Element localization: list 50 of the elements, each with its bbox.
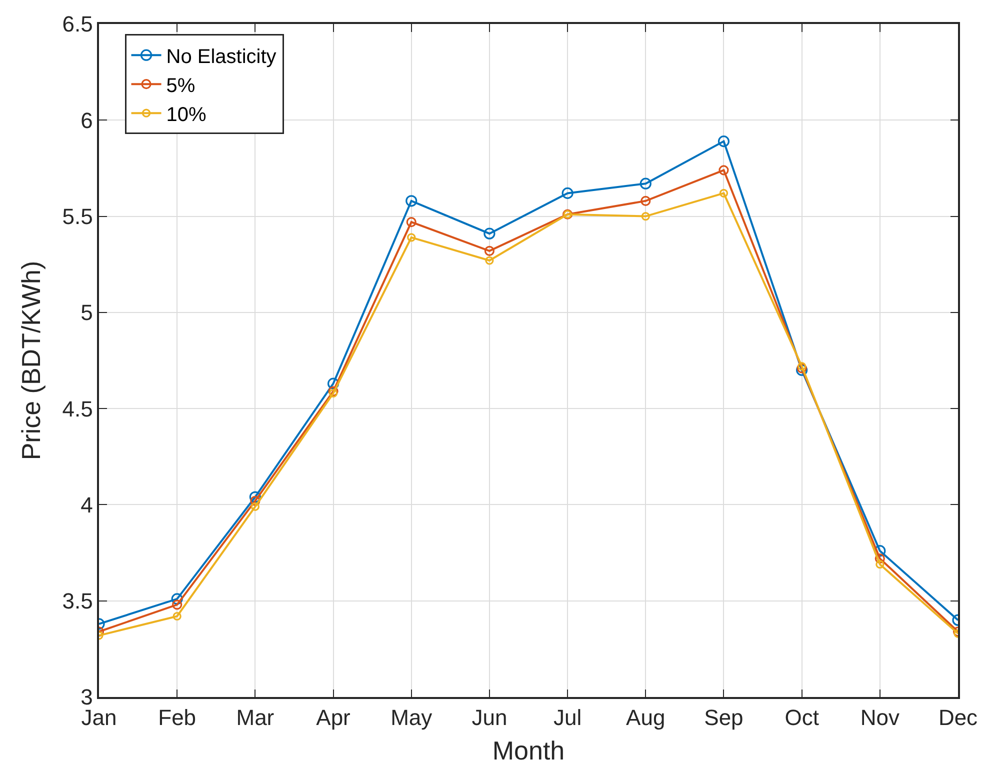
point [249, 491, 261, 503]
point [484, 246, 494, 256]
legend-label: 10% [166, 104, 207, 126]
point [406, 195, 418, 207]
point [485, 256, 494, 265]
point [641, 212, 650, 221]
point [327, 378, 340, 390]
x-tick-label: Feb [158, 705, 196, 730]
y-tick-label: 6 [80, 108, 93, 133]
point [172, 612, 182, 621]
point [874, 554, 885, 564]
point [250, 502, 260, 511]
x-tick-label: Nov [860, 705, 900, 730]
point [796, 364, 808, 376]
y-axis-title: Price (BDT/KWh) [16, 260, 46, 460]
y-tick-label: 3.5 [62, 588, 93, 614]
point [406, 217, 416, 228]
y-tick-label: 5 [80, 300, 93, 326]
point [718, 135, 730, 148]
point [171, 593, 183, 605]
x-tick-label: Jul [553, 705, 582, 730]
point [328, 386, 338, 396]
point [640, 178, 652, 190]
point [876, 560, 884, 569]
x-tick-label: Oct [784, 705, 819, 730]
x-axis-title: Month [492, 735, 565, 766]
point [250, 496, 260, 506]
y-tick-label: 4.5 [62, 396, 93, 422]
point [640, 196, 651, 206]
point [484, 228, 496, 240]
x-tick-label: Mar [236, 705, 274, 730]
x-tick-label: Sep [704, 705, 744, 730]
legend-label: 5% [166, 74, 196, 97]
x-tick-label: Apr [316, 705, 350, 730]
x-tick-label: Aug [626, 705, 666, 730]
point [796, 363, 807, 374]
point [798, 362, 806, 371]
y-tick-label: 4 [80, 492, 93, 518]
legend-label: No Elasticity [166, 46, 276, 68]
point [562, 187, 574, 200]
point [328, 388, 338, 398]
point [172, 600, 182, 610]
y-tick-label: 6.5 [62, 12, 93, 37]
x-tick-label: Dec [938, 705, 978, 730]
point [407, 233, 416, 242]
x-tick-label: May [390, 705, 432, 730]
point [718, 165, 729, 176]
point [719, 188, 728, 198]
x-tick-label: Jun [472, 705, 508, 730]
y-tick-label: 5.5 [62, 204, 93, 229]
